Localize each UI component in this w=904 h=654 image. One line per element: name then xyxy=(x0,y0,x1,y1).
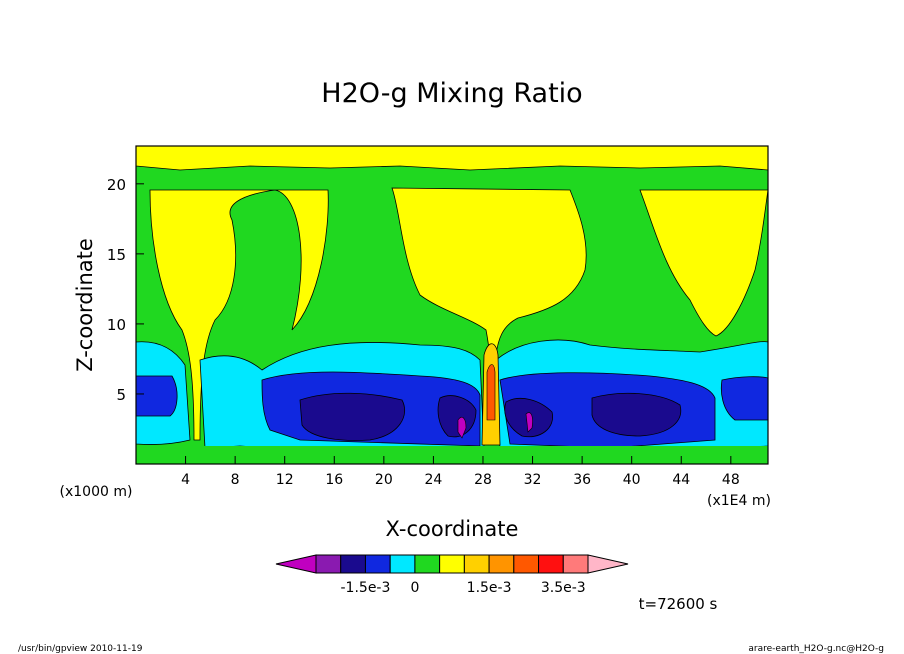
x-tick-label: 28 xyxy=(474,472,492,488)
colorbar-level-label: -1.5e-3 xyxy=(341,580,391,596)
x-tick-label: 40 xyxy=(623,472,641,488)
colorbar-level-label: 0 xyxy=(410,580,419,596)
x-tick-label: 8 xyxy=(231,472,240,488)
field-plume-core xyxy=(486,364,496,421)
x-tick-label: 16 xyxy=(325,472,343,488)
y-tick-label: 10 xyxy=(107,316,126,334)
x-axis-label: X-coordinate xyxy=(386,517,519,541)
colorbar-cell xyxy=(538,554,564,574)
colorbar-cell xyxy=(463,554,490,574)
y-tick-label: 5 xyxy=(116,386,126,404)
colorbar-cell xyxy=(364,554,391,574)
x-tick-label: 24 xyxy=(424,472,442,488)
colorbar xyxy=(275,554,629,574)
field-yellow-top xyxy=(136,146,768,171)
field-plume-magenta xyxy=(457,412,533,439)
y-tick-label: 20 xyxy=(107,176,126,194)
field-bottom xyxy=(136,446,768,464)
x-unit-label: (x1E4 m) xyxy=(707,493,771,509)
colorbar-labels: -1.5e-3 0 1.5e-3 3.5e-3 xyxy=(341,580,586,596)
y-axis: 5 10 15 20 xyxy=(107,176,144,404)
colorbar-cell xyxy=(414,554,441,574)
colorbar-cell xyxy=(439,554,465,574)
x-tick-label: 48 xyxy=(722,472,740,488)
plot-area xyxy=(135,145,769,465)
chart-title: H2O-g Mixing Ratio xyxy=(321,78,582,109)
colorbar-cell xyxy=(488,554,515,574)
x-tick-label: 36 xyxy=(573,472,591,488)
x-tick-label: 20 xyxy=(375,472,393,488)
y-tick-label: 15 xyxy=(107,246,126,264)
colorbar-cell xyxy=(275,554,317,574)
time-label: t=72600 s xyxy=(639,595,718,613)
field-darkblue xyxy=(299,392,682,441)
x-tick-label: 32 xyxy=(524,472,542,488)
x-axis: 4 8 12 16 20 24 28 32 36 40 44 48 xyxy=(181,456,740,488)
colorbar-cell xyxy=(340,554,366,574)
field-yellow-lobe-1 xyxy=(149,189,329,441)
colorbar-cell xyxy=(587,554,629,574)
footer-left: /usr/bin/gpview 2010-11-19 xyxy=(18,644,143,654)
colorbar-cell xyxy=(513,554,540,574)
colorbar-level-label: 1.5e-3 xyxy=(467,580,512,596)
footer-right: arare-earth_H2O-g.nc@H2O-g xyxy=(748,644,884,654)
y-unit-label: (x1000 m) xyxy=(60,484,133,500)
y-axis-label: Z-coordinate xyxy=(73,238,97,372)
colorbar-cell xyxy=(562,554,589,574)
colorbar-cell xyxy=(389,554,416,574)
x-tick-label: 44 xyxy=(672,472,690,488)
plot-frame xyxy=(135,145,769,465)
field-yellow-lobe-3 xyxy=(639,189,768,337)
colorbar-level-label: 3.5e-3 xyxy=(541,580,586,596)
x-tick-label: 12 xyxy=(276,472,294,488)
colorbar-cell xyxy=(315,554,342,574)
x-tick-label: 4 xyxy=(181,472,190,488)
